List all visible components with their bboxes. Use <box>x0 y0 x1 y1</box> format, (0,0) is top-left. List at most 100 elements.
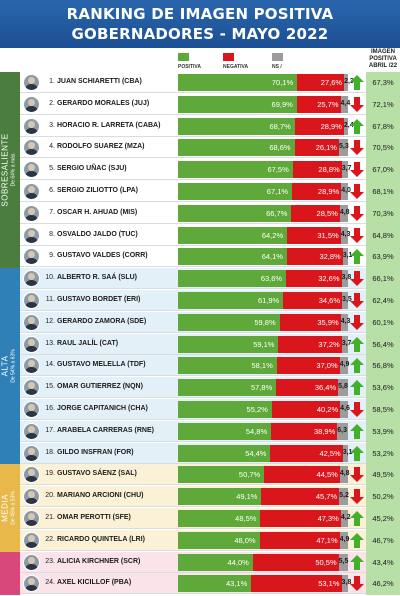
rank-number: 4. <box>49 143 55 151</box>
avatar <box>23 183 40 200</box>
bar-positive <box>178 117 295 135</box>
rank-number: 7. <box>49 208 55 216</box>
value-ns-nc: 4,9 <box>339 535 350 543</box>
value-negative: 44,5% <box>316 470 338 480</box>
bar-positive <box>178 204 292 222</box>
avatar-head <box>28 447 35 455</box>
avatar-head <box>28 77 35 84</box>
group-label-3 <box>0 551 20 596</box>
avatar-body <box>25 541 38 548</box>
value-positive: 44,0% <box>227 557 249 567</box>
value-negative: 40,2% <box>316 405 339 414</box>
value-ns-nc: 5,3 <box>338 143 349 151</box>
legend-item-negative: NEGATIVA <box>223 52 248 70</box>
bar-positive <box>178 95 297 113</box>
bar-positive <box>178 292 284 309</box>
previous-image-value: 67,8% <box>372 121 394 131</box>
bar-negative <box>264 466 340 484</box>
previous-image-value: 64,8% <box>372 230 394 240</box>
avatar <box>23 510 40 527</box>
previous-image-value: 63,9% <box>372 252 394 262</box>
value-negative: 28,5% <box>316 208 338 218</box>
avatar <box>23 357 40 375</box>
governor-name: ALICIA KIRCHNER (SCR) <box>57 557 141 565</box>
rank-number: 3. <box>49 121 55 129</box>
value-positive: 67,5% <box>267 165 289 175</box>
value-ns-nc: 4,0 <box>341 187 351 194</box>
avatar-head <box>28 469 35 477</box>
arrow-up-icon <box>350 380 364 396</box>
arrow-up-icon <box>350 75 364 90</box>
value-negative: 28,9% <box>317 187 340 196</box>
arrow-up-icon <box>350 554 364 570</box>
avatar-head <box>28 360 35 368</box>
bar-positive <box>178 422 272 440</box>
avatar-head <box>28 534 35 542</box>
rank-number: 5. <box>49 165 55 173</box>
arrow-down-icon <box>350 402 364 417</box>
avatar-body <box>25 563 38 570</box>
governor-name: OSVALDO JALDO (TUC) <box>57 230 138 238</box>
bar-positive <box>178 357 277 375</box>
bar-negative <box>287 226 341 244</box>
bar-ns-nc <box>339 204 348 222</box>
value-negative: 45,7% <box>315 492 338 502</box>
avatar <box>23 161 40 179</box>
value-positive: 59,8% <box>254 317 276 327</box>
bar-ns-nc <box>339 357 348 375</box>
value-positive: 69,9% <box>271 99 293 109</box>
previous-image-column <box>366 72 400 596</box>
legend-item-ns: NS / NC <box>272 52 285 80</box>
value-positive: 58,1% <box>251 361 273 371</box>
avatar-head <box>28 382 35 390</box>
avatar-head <box>28 120 35 128</box>
value-ns-nc: 4,8 <box>339 208 350 216</box>
group-label-2: MEDIA De 45% a 53% <box>0 464 20 552</box>
bar-positive <box>178 466 265 484</box>
governor-name: AXEL KICILLOF (PBA) <box>57 579 132 587</box>
avatar-head <box>28 404 35 411</box>
bar-positive <box>178 74 298 91</box>
rank-number: 2. <box>49 99 55 107</box>
arrow-down-icon <box>350 227 364 243</box>
bar-positive <box>178 248 287 266</box>
governor-name: GERARDO ZAMORA (SDE) <box>57 317 147 325</box>
avatar-head <box>28 513 35 520</box>
bar-negative <box>286 248 343 266</box>
bar-negative <box>261 488 340 506</box>
governor-name: RAUL JALÍL (CAT) <box>57 339 119 347</box>
bar-positive <box>178 161 293 179</box>
bar-ns-nc <box>340 401 348 418</box>
value-positive: 70,1% <box>271 78 294 87</box>
previous-image-value: 53,2% <box>372 448 394 458</box>
value-negative: 37,0% <box>316 361 338 371</box>
governor-name: JUAN SCHIARETTI (CBA) <box>57 78 142 85</box>
arrow-down-icon <box>350 576 364 592</box>
bar-ns-nc <box>342 248 348 266</box>
governor-name: SERGIO UÑAC (SJU) <box>57 165 127 173</box>
group-range-0: De 64% a más <box>11 153 17 187</box>
avatar-body <box>25 193 38 199</box>
governor-name: GUSTAVO BORDET (ERI) <box>57 296 141 303</box>
rank-number: 1. <box>49 78 55 85</box>
value-ns-nc: 3,8 <box>341 579 352 587</box>
rank-number: 9. <box>49 252 55 260</box>
rank-number: 15. <box>45 383 55 391</box>
avatar-body <box>25 105 38 112</box>
bar-ns-nc <box>339 488 348 506</box>
value-positive: 64,2% <box>261 230 284 240</box>
governor-name: GILDO INSFRAN (FOR) <box>57 448 134 456</box>
avatar-body <box>25 302 38 308</box>
avatar-head <box>28 338 35 346</box>
value-positive: 50,7% <box>238 470 261 480</box>
value-negative: 37,2% <box>318 339 340 349</box>
rank-number: 10. <box>45 274 55 282</box>
arrow-up-icon <box>350 336 364 352</box>
bar-ns-nc <box>344 74 348 91</box>
rank-number: 18. <box>45 448 55 456</box>
avatar <box>23 226 40 244</box>
legend-label-negative: NEGATIVA <box>223 64 249 70</box>
group-range-2: De 45% a 53% <box>11 491 18 525</box>
rank-number: 8. <box>49 230 55 238</box>
bar-negative <box>276 379 339 397</box>
